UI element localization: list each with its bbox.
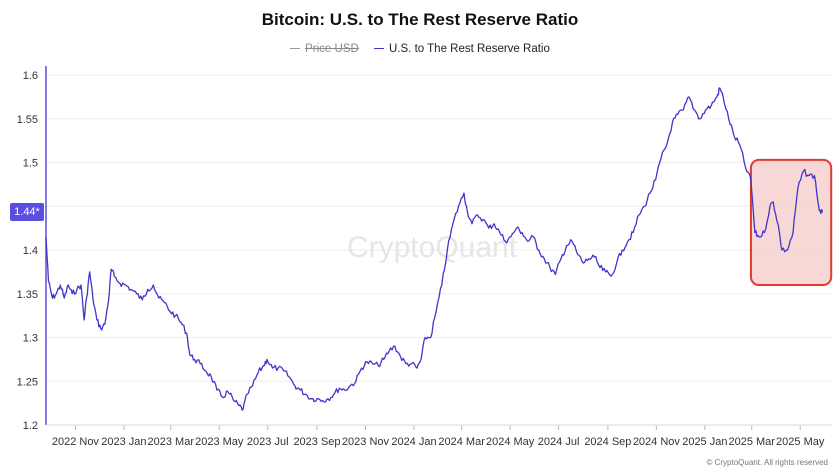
y-tick-label: 1.4 (23, 245, 38, 257)
last-value-badge: 1.44* (10, 203, 44, 222)
x-tick-label: 2024 May (486, 436, 535, 448)
x-tick-label: 2025 Mar (728, 436, 775, 448)
legend: Price USD U.S. to The Rest Reserve Ratio (0, 40, 840, 55)
x-tick-label: 2023 May (195, 436, 244, 448)
y-tick-label: 1.5 (23, 158, 38, 170)
x-tick-label: 2024 Sep (584, 436, 631, 448)
watermark: CryptoQuant (347, 231, 518, 264)
legend-item-reserve-ratio[interactable]: U.S. to The Rest Reserve Ratio (374, 43, 550, 55)
legend-item-price-usd[interactable]: Price USD (290, 43, 359, 55)
highlight-box (749, 158, 833, 286)
y-tick-label: 1.6 (23, 70, 38, 82)
series-layer (45, 87, 824, 411)
y-tick-label: 1.35 (17, 289, 38, 301)
x-tick-label: 2023 Mar (148, 436, 195, 448)
legend-label-price-usd: Price USD (305, 42, 359, 55)
x-tick-label: 2024 Jul (538, 436, 580, 448)
series-line-reserve-ratio (45, 87, 824, 411)
y-tick-label: 1.25 (17, 376, 38, 388)
x-tick-label: 2024 Nov (633, 436, 681, 448)
x-tick-label: 2023 Jan (101, 436, 146, 448)
legend-swatch-reserve-ratio (374, 48, 385, 49)
legend-swatch-price-usd (290, 48, 301, 49)
x-tick-label: 2023 Nov (342, 436, 390, 448)
y-tick-label: 1.3 (23, 333, 38, 345)
x-tick-label: 2022 Nov (52, 436, 100, 448)
x-tick-label: 2023 Sep (293, 436, 340, 448)
y-tick-label: 1.2 (23, 420, 38, 432)
chart-title: Bitcoin: U.S. to The Rest Reserve Ratio (261, 10, 579, 29)
x-tick-label: 2024 Jan (391, 436, 436, 448)
y-tick-label: 1.55 (17, 114, 38, 126)
copyright-credit: © CryptoQuant. All rights reserved (706, 458, 829, 467)
legend-label-reserve-ratio: U.S. to The Rest Reserve Ratio (389, 42, 550, 55)
annotation-layer (749, 158, 833, 286)
x-tick-label: 2025 May (776, 436, 825, 448)
x-tick-label: 2025 Jan (682, 436, 727, 448)
x-tick-label: 2024 Mar (438, 436, 485, 448)
x-tick-label: 2023 Jul (247, 436, 289, 448)
